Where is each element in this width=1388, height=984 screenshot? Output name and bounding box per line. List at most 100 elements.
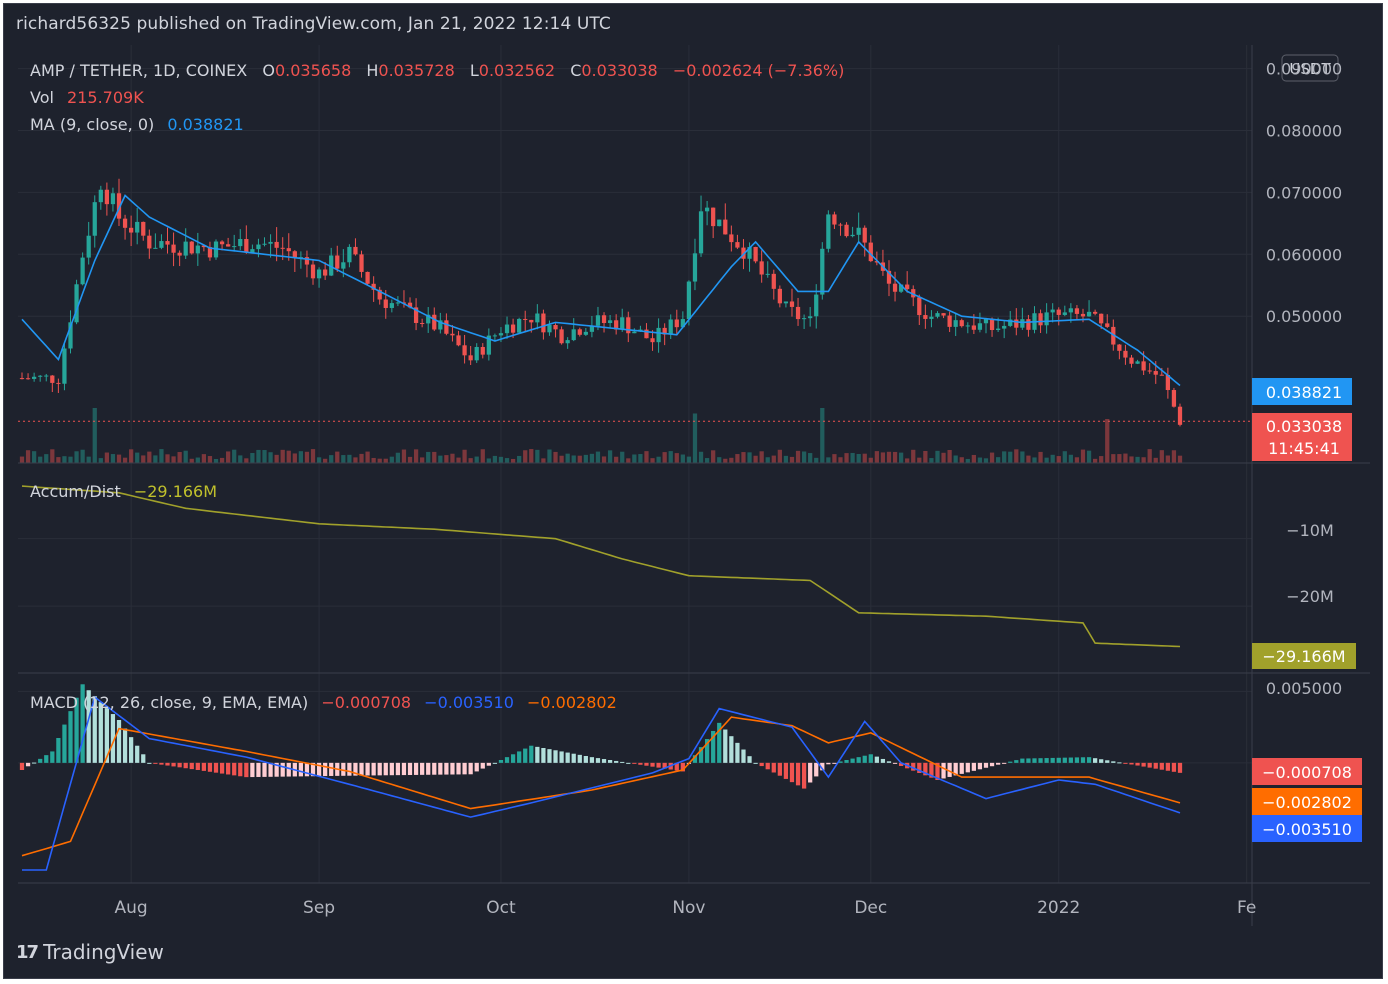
macd-histogram-bar <box>129 737 134 763</box>
volume-bar <box>1123 453 1128 463</box>
candle-body <box>32 376 37 379</box>
volume-bar <box>929 458 934 463</box>
candle-body <box>353 246 358 255</box>
candle-body <box>595 315 601 326</box>
macd-histogram-bar <box>898 762 904 766</box>
volume-bar <box>953 455 958 463</box>
candle-body <box>650 338 655 343</box>
macd-histogram-bar <box>729 736 734 763</box>
volume-bar <box>86 456 91 463</box>
candle-body <box>92 202 97 236</box>
macd-histogram-bar <box>1105 760 1110 763</box>
volume-bar <box>523 450 528 463</box>
candle-body <box>177 252 182 256</box>
macd-signal-badge-text: −0.002802 <box>1262 793 1352 812</box>
candle-body <box>735 242 740 248</box>
macd-histogram-bar <box>310 762 316 777</box>
volume-bar <box>577 455 582 463</box>
candle-body <box>1062 312 1067 315</box>
macd-histogram-bar <box>201 762 207 771</box>
macd-histogram-bar <box>450 762 455 775</box>
candle-body <box>68 322 73 349</box>
legend-macd-label: MACD (12, 26, close, 9, EMA, EMA) <box>30 693 308 712</box>
volume-bar <box>1117 454 1122 463</box>
volume-bar <box>147 451 152 463</box>
volume-bar <box>292 453 297 463</box>
candle-body <box>268 241 273 244</box>
candle-body <box>801 318 807 320</box>
macd-histogram-bar <box>244 762 249 778</box>
macd-histogram-bar <box>1086 757 1092 763</box>
macd-histogram-bar <box>632 762 637 764</box>
ad-polyline <box>21 485 1181 648</box>
candle-body <box>365 271 370 284</box>
candle-body <box>280 247 285 249</box>
macd-histogram-bar <box>341 762 346 776</box>
currency-badge[interactable] <box>1281 54 1339 82</box>
macd-histogram-bar <box>814 762 819 777</box>
candle-body <box>147 235 152 249</box>
volume-bar <box>207 456 213 463</box>
candle-body <box>947 315 952 327</box>
legend-o-label: O <box>262 61 275 80</box>
candle-body <box>832 214 837 225</box>
macd-histogram-bar <box>583 756 588 763</box>
macd-histogram-bar <box>1038 758 1043 763</box>
volume-bar <box>723 458 728 463</box>
macd-histogram-bar <box>923 762 928 776</box>
macd-histogram-bar <box>274 762 279 777</box>
volume-bar <box>238 455 243 463</box>
candle-body <box>98 189 103 203</box>
volume-bar <box>1153 457 1158 463</box>
candle-body <box>153 247 158 249</box>
legend-ad-label: Accum/Dist <box>30 482 121 501</box>
volume-bar <box>262 450 267 463</box>
publisher-header: richard56325 published on TradingView.co… <box>16 14 611 34</box>
volume-bar <box>704 458 710 463</box>
volume-bar <box>971 454 976 463</box>
candle-body <box>56 382 61 384</box>
macd-histogram-bar <box>874 756 879 763</box>
macd-histogram-bar <box>74 697 79 763</box>
legend-o-value: 0.035658 <box>275 61 351 80</box>
macd-histogram-bar <box>680 762 685 772</box>
volume-bar <box>862 453 867 463</box>
volume-bar <box>620 451 625 463</box>
volume-bar <box>92 408 97 463</box>
ma-price-badge <box>1252 378 1352 405</box>
volume-bar <box>923 450 928 463</box>
candle-body <box>201 245 207 248</box>
volume-bar <box>183 450 188 463</box>
volume-bar <box>1068 454 1073 463</box>
tradingview-brand[interactable]: 17 TradingView <box>16 940 164 964</box>
macd-histogram-bar <box>122 728 128 763</box>
candle-body <box>1159 374 1164 376</box>
candle-body <box>1008 319 1013 326</box>
time-axis-label: Dec <box>854 898 887 918</box>
candle-body <box>462 345 467 356</box>
volume-bar <box>1105 419 1110 463</box>
candle-body <box>814 294 819 317</box>
volume-bar <box>529 449 534 463</box>
macd-histogram-bar <box>25 762 31 767</box>
candle-body <box>759 261 764 275</box>
volume-bar <box>365 451 370 463</box>
macd-histogram-bar <box>674 762 679 771</box>
candle-body <box>244 238 249 253</box>
volume-bar <box>856 453 861 463</box>
macd-histogram-bar <box>171 762 176 767</box>
candle-body <box>1141 361 1146 371</box>
candle-body <box>1038 313 1043 326</box>
macd-histogram-bar <box>474 762 479 772</box>
macd-histogram-bar <box>783 762 789 779</box>
volume-bar <box>1177 455 1183 463</box>
macd-histogram-bar <box>389 762 394 776</box>
volume-bar <box>232 449 237 463</box>
candle-body <box>389 303 394 308</box>
macd-histogram-bar <box>147 762 152 764</box>
legend-l-label: L <box>470 61 479 80</box>
time-axis[interactable]: Aug Sep Oct Nov Dec 2022 Fe <box>115 898 1257 918</box>
price-tick-label: 0.060000 <box>1266 245 1342 264</box>
macd-histogram-bar <box>704 739 710 763</box>
